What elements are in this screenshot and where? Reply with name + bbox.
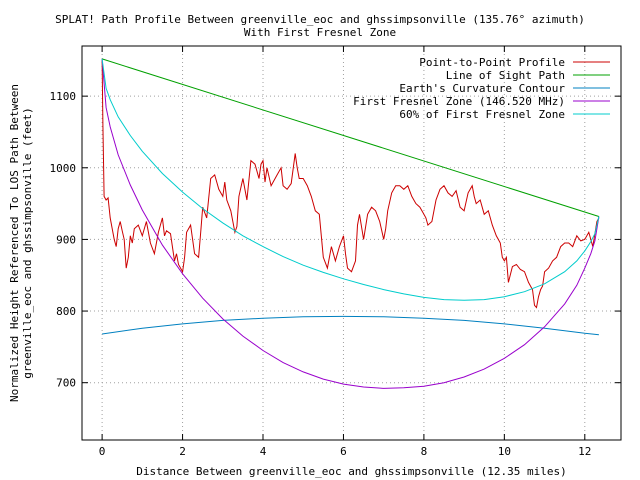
legend-label-2: Earth's Curvature Contour (399, 82, 565, 95)
y-tick-label: 700 (56, 377, 76, 390)
axis-ticks: 0 2 4 6 8 10 12 700 800 900 1000 1100 (50, 46, 621, 458)
y-tick-label: 800 (56, 305, 76, 318)
x-tick-label: 12 (578, 445, 591, 458)
x-tick-label: 0 (99, 445, 106, 458)
series-line-1 (101, 58, 600, 217)
legend-label-0: Point-to-Point Profile (419, 56, 565, 69)
chart-title: SPLAT! Path Profile Between greenville_e… (55, 13, 585, 26)
x-tick-label: 2 (179, 445, 186, 458)
y-axis-label-line2: greenville_eoc and ghssimpsonville (feet… (21, 107, 34, 379)
y-tick-label: 1100 (50, 90, 77, 103)
x-tick-label: 4 (260, 445, 267, 458)
grid (82, 46, 621, 440)
x-tick-label: 10 (498, 445, 511, 458)
series-line-0 (101, 60, 600, 309)
plot-frame (81, 45, 622, 441)
series-line-3 (101, 58, 600, 389)
y-axis-label-line1: Normalized Height Referenced To LOS Path… (8, 84, 21, 402)
x-tick-label: 6 (340, 445, 347, 458)
x-axis-label: Distance Between greenville_eoc and ghss… (136, 465, 566, 478)
legend-label-1: Line of Sight Path (446, 69, 565, 82)
y-tick-label: 900 (56, 233, 76, 246)
y-tick-label: 1000 (50, 162, 77, 175)
series-line-4 (101, 58, 600, 301)
chart-subtitle: With First Fresnel Zone (243, 26, 397, 39)
legend-label-3: First Fresnel Zone (146.520 MHz) (353, 95, 565, 108)
x-tick-label: 8 (421, 445, 428, 458)
series-line-2 (102, 315, 599, 336)
legend-label-4: 60% of First Fresnel Zone (399, 108, 565, 121)
series-layer (101, 58, 600, 389)
